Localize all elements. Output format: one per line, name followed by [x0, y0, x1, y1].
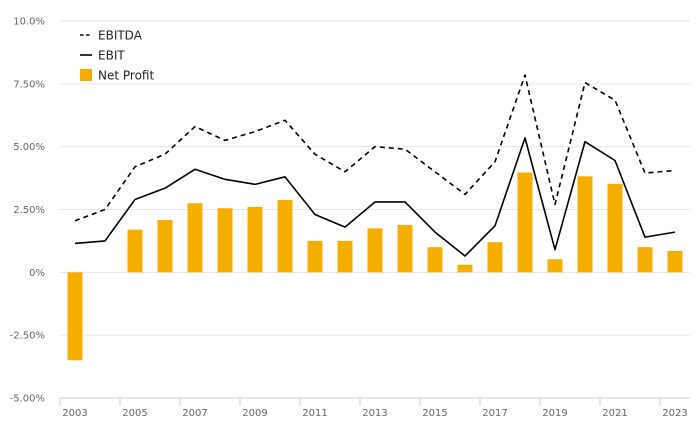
x-tick-label: 2007	[182, 408, 207, 419]
net-profit-bar[interactable]	[427, 247, 443, 273]
legend-label-net-profit: Net Profit	[98, 69, 154, 83]
y-tick-label: -2.50%	[10, 331, 45, 342]
legend-swatch-net-profit	[80, 69, 92, 81]
x-axis-tick-labels: 2003 2005 2007 2009 2011 2013 2015 2017 2019 2021…	[62, 408, 687, 419]
net-profit-bar[interactable]	[247, 206, 263, 273]
legend-item-net-profit[interactable]: Net Profit	[80, 69, 154, 83]
net-profit-bar[interactable]	[127, 229, 143, 273]
net-profit-bar[interactable]	[547, 259, 563, 273]
ebitda-line[interactable]	[74, 74, 676, 222]
net-profit-bar[interactable]	[67, 272, 83, 361]
net-profit-bar[interactable]	[607, 183, 623, 273]
legend: EBITDA EBIT Net Profit	[80, 29, 154, 83]
net-profit-bars	[67, 172, 683, 361]
net-profit-bar[interactable]	[337, 240, 353, 273]
legend-item-ebitda[interactable]: EBITDA	[80, 29, 143, 43]
net-profit-bar[interactable]	[367, 228, 383, 273]
x-axis	[59, 397, 690, 406]
y-tick-label: 7.50%	[13, 79, 45, 90]
x-tick-label: 2015	[422, 408, 447, 419]
y-tick-label: 2.50%	[13, 205, 45, 216]
net-profit-bar[interactable]	[457, 264, 473, 273]
x-tick-label: 2023	[662, 408, 687, 419]
net-profit-bar[interactable]	[277, 199, 293, 273]
y-tick-label: 10.0%	[13, 17, 45, 28]
net-profit-bar[interactable]	[637, 247, 653, 273]
y-tick-label: 5.00%	[13, 142, 45, 153]
x-tick-label: 2021	[602, 408, 627, 419]
net-profit-bar[interactable]	[577, 176, 593, 273]
net-profit-bar[interactable]	[517, 172, 533, 273]
net-profit-bar[interactable]	[397, 225, 413, 273]
net-profit-bar[interactable]	[187, 203, 203, 273]
net-profit-bar[interactable]	[487, 242, 503, 273]
gridlines	[60, 20, 690, 399]
x-tick-label: 2013	[362, 408, 387, 419]
x-tick-label: 2009	[242, 408, 267, 419]
legend-item-ebit[interactable]: EBIT	[80, 49, 125, 63]
net-profit-bar[interactable]	[217, 208, 233, 273]
net-profit-bar[interactable]	[667, 250, 683, 273]
x-tick-label: 2005	[122, 408, 147, 419]
x-tick-label: 2019	[542, 408, 567, 419]
net-profit-bar[interactable]	[307, 240, 323, 273]
ebit-line[interactable]	[74, 137, 676, 257]
net-profit-bar[interactable]	[157, 220, 173, 273]
x-tick-label: 2017	[482, 408, 507, 419]
line-series	[74, 74, 676, 257]
y-axis-tick-labels: 10.0% 7.50% 5.00% 2.50% 0% -2.50% -5.00%	[10, 17, 45, 405]
x-tick-label: 2011	[302, 408, 327, 419]
legend-label-ebitda: EBITDA	[98, 29, 143, 43]
y-tick-label: 0%	[29, 268, 45, 279]
x-tick-label: 2003	[62, 408, 87, 419]
y-tick-label: -5.00%	[10, 394, 45, 405]
legend-label-ebit: EBIT	[98, 49, 125, 63]
